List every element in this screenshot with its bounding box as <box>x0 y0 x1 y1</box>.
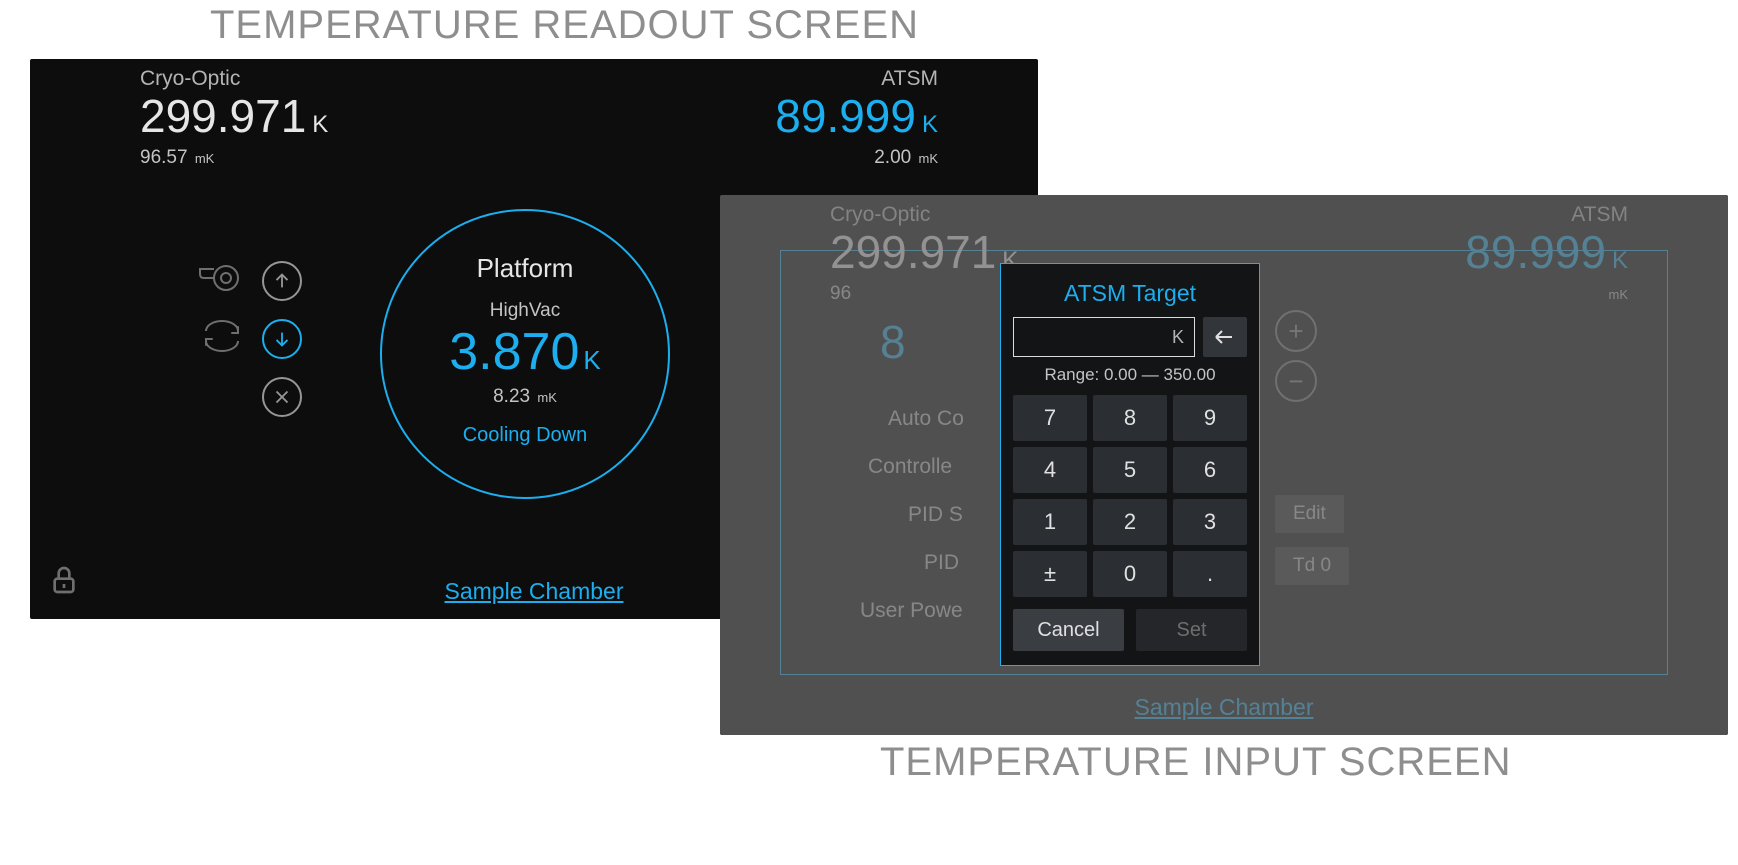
reading-cryo-unit: K <box>312 111 328 138</box>
platform-state: Cooling Down <box>382 424 668 447</box>
key-8[interactable]: 8 <box>1093 395 1167 441</box>
platform-status: HighVac <box>382 300 668 322</box>
reading-cryo-value: 299.971 <box>140 90 306 142</box>
keypad-set-button[interactable]: Set <box>1136 609 1247 651</box>
reading-cryo-sub: 96.57 <box>140 147 188 168</box>
key-1[interactable]: 1 <box>1013 499 1087 545</box>
cycle-icon <box>196 319 246 358</box>
keypad-cancel-button[interactable]: Cancel <box>1013 609 1124 651</box>
reading-cryo[interactable]: Cryo-Optic 299.971K 96.57 mK <box>80 67 534 169</box>
caption-top: TEMPERATURE READOUT SCREEN <box>210 3 919 48</box>
platform-unit: K <box>583 345 600 375</box>
key-4[interactable]: 4 <box>1013 447 1087 493</box>
reading-atsm-name: ATSM <box>534 67 938 91</box>
key-7[interactable]: 7 <box>1013 395 1087 441</box>
key-6[interactable]: 6 <box>1173 447 1247 493</box>
key-5[interactable]: 5 <box>1093 447 1167 493</box>
turbo-icon <box>196 261 246 300</box>
backspace-button[interactable] <box>1203 317 1247 357</box>
platform-title: Platform <box>382 253 668 284</box>
platform-circle[interactable]: Platform HighVac 3.870K 8.23 mK Cooling … <box>380 209 670 499</box>
key-3[interactable]: 3 <box>1173 499 1247 545</box>
reading-cryo-sub-unit: mK <box>195 151 215 166</box>
caption-bottom: TEMPERATURE INPUT SCREEN <box>880 740 1511 785</box>
close-button[interactable] <box>262 377 302 417</box>
reading-atsm-value: 89.999 <box>775 90 916 142</box>
platform-sub-unit: mK <box>537 390 557 405</box>
keypad-input-unit: K <box>1172 327 1184 348</box>
key-2[interactable]: 2 <box>1093 499 1167 545</box>
key-dot[interactable]: . <box>1173 551 1247 597</box>
keypad-grid: 7 8 9 4 5 6 1 2 3 ± 0 . <box>1013 395 1247 597</box>
key-pm[interactable]: ± <box>1013 551 1087 597</box>
key-9[interactable]: 9 <box>1173 395 1247 441</box>
platform-sub: 8.23 <box>493 386 530 407</box>
reading-atsm-sub: 2.00 <box>874 147 911 168</box>
reading-atsm-sub-unit: mK <box>919 151 939 166</box>
arrow-up-button[interactable] <box>262 261 302 301</box>
keypad-input[interactable]: K <box>1013 317 1195 357</box>
input-screen: Cryo-Optic 299.971K 96 ATSM 89.999K mK 8… <box>720 195 1728 735</box>
arrow-down-button[interactable] <box>262 319 302 359</box>
reading-atsm[interactable]: ATSM 89.999K 2.00 mK <box>534 67 988 169</box>
keypad-title: ATSM Target <box>1013 280 1247 307</box>
reading-atsm-unit: K <box>922 111 938 138</box>
reading-cryo-name: Cryo-Optic <box>140 67 534 91</box>
keypad-dialog: ATSM Target K Range: 0.00 — 350.00 7 8 9… <box>1000 263 1260 666</box>
key-0[interactable]: 0 <box>1093 551 1167 597</box>
platform-value: 3.870 <box>449 323 579 381</box>
keypad-range: Range: 0.00 — 350.00 <box>1013 365 1247 385</box>
